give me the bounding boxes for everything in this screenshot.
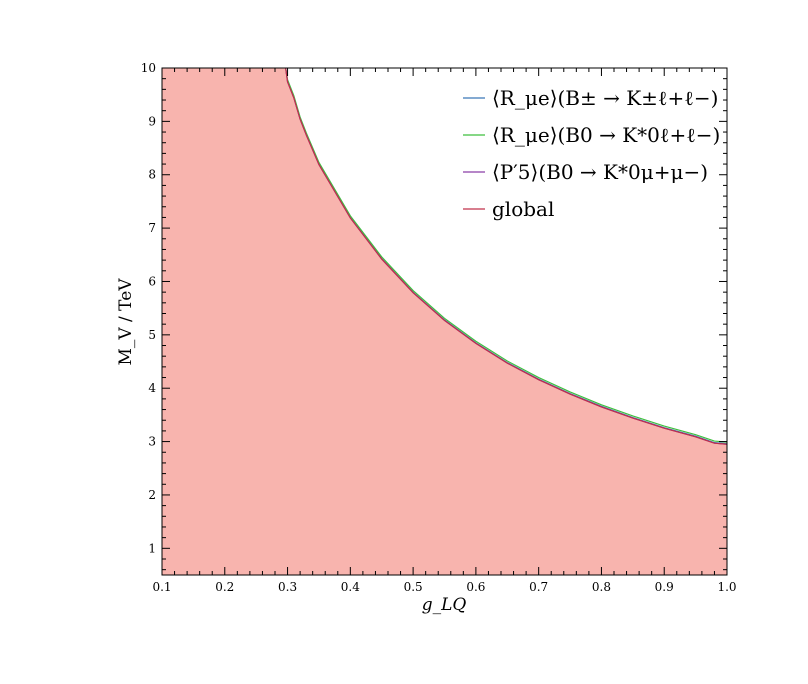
plot-frame	[161, 67, 728, 576]
y-tick-label: 9	[148, 114, 156, 128]
y-tick-label: 7	[148, 221, 156, 235]
legend-label: ⟨R_μe⟩(B± → K±ℓ+ℓ−)	[492, 86, 718, 110]
x-tick-label: 0.7	[529, 580, 548, 594]
y-tick-label: 5	[148, 328, 156, 342]
y-tick-label: 1	[148, 541, 156, 555]
series-line-1	[285, 67, 728, 443]
y-tick-label: 10	[141, 61, 156, 75]
x-tick-label: 0.8	[592, 580, 611, 594]
x-tick-label: 0.9	[655, 580, 674, 594]
excluded-region-fill	[162, 68, 727, 575]
x-tick-label: 0.6	[466, 580, 485, 594]
x-tick-label: 1.0	[717, 580, 736, 594]
y-tick-label: 4	[148, 381, 156, 395]
y-tick-label: 2	[148, 488, 156, 502]
series-line-3	[285, 67, 728, 445]
tick-labels-layer: 0.1 0.2 0.3 0.4 0.5 0.6 0.7 0.8 0.9 1.0 1 2 3 4 5 6 7 8 9 1…	[141, 61, 737, 594]
series-lines-layer	[285, 67, 728, 445]
x-tick-label: 0.1	[152, 580, 171, 594]
x-axis-label: g_LQ	[422, 595, 467, 615]
excluded-region-layer	[162, 68, 727, 575]
x-tick-label: 0.2	[215, 580, 234, 594]
y-axis-label: M_V / TeV	[116, 278, 136, 366]
y-tick-label: 8	[148, 168, 156, 182]
legend-label: ⟨R_μe⟩(B0 → K*0ℓ+ℓ−)	[492, 123, 720, 147]
y-tick-label: 3	[148, 435, 156, 449]
x-tick-label: 0.5	[404, 580, 423, 594]
legend-label: ⟨P′5⟩(B0 → K*0μ+μ−)	[492, 160, 708, 184]
y-tick-label: 6	[148, 274, 156, 288]
legend-label: global	[492, 197, 554, 221]
x-tick-label: 0.3	[278, 580, 297, 594]
x-tick-label: 0.4	[341, 580, 360, 594]
ticks-layer	[161, 67, 728, 575]
legend: ⟨R_μe⟩(B± → K±ℓ+ℓ−) ⟨R_μe⟩(B0 → K*0ℓ+ℓ−) ⟨…	[463, 86, 720, 221]
